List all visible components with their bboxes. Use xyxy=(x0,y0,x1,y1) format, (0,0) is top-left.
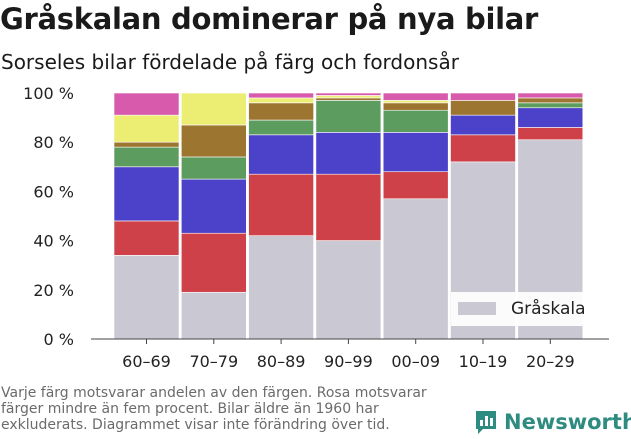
bar-segment xyxy=(315,92,382,96)
bar-segment xyxy=(382,102,449,111)
stacked-bar-chart: 0 % 20 % 40 % 60 % 80 % 100 % 60–69 70–79 80–89 9… xyxy=(23,84,609,371)
bar-segment xyxy=(382,171,449,200)
bar-segment xyxy=(315,97,382,101)
bar-segment xyxy=(450,134,516,163)
x-tick-label: 80–89 xyxy=(257,352,306,371)
legend-swatch xyxy=(458,302,496,315)
bar-segment xyxy=(517,102,584,109)
y-tick-label: 80 % xyxy=(33,133,74,152)
bar-segment xyxy=(382,92,449,101)
bar-segment xyxy=(113,166,180,222)
bar-segment xyxy=(517,107,584,128)
y-tick-label: 0 % xyxy=(44,330,74,349)
x-tick-label: 10–19 xyxy=(459,352,508,371)
bar-segment xyxy=(315,240,382,340)
x-tick-label: 60–69 xyxy=(122,352,171,371)
bar-segment xyxy=(517,92,584,99)
bar-segment xyxy=(382,109,449,133)
bar-segment xyxy=(181,124,247,158)
bar-segment xyxy=(315,95,382,99)
bar-segment xyxy=(248,102,314,121)
y-tick-label: 40 % xyxy=(33,232,74,251)
bar-segment xyxy=(248,97,314,104)
bar-segment xyxy=(181,178,247,234)
x-tick-label: 90–99 xyxy=(324,352,373,371)
chart-title: Gråskalan dominerar på nya bilar xyxy=(0,2,539,36)
bar-segment xyxy=(181,156,247,180)
footnote-line: exkluderats. Diagrammet visar inte förän… xyxy=(1,417,390,433)
bar-segment xyxy=(181,291,247,340)
bar-segment xyxy=(315,132,382,175)
bar-segment xyxy=(113,220,180,256)
x-tick-label: 70–79 xyxy=(189,352,238,371)
bar-segment xyxy=(113,255,180,340)
bar-segment xyxy=(315,173,382,241)
footnote: Varje färg motsvarar andelen av den färg… xyxy=(1,385,471,433)
bar-segment xyxy=(113,141,180,148)
bar-segment xyxy=(113,114,180,143)
y-tick-label: 20 % xyxy=(33,281,74,300)
bar-segment xyxy=(248,92,314,99)
bar-segment xyxy=(517,127,584,141)
bar-segment xyxy=(382,100,449,104)
bar-segment xyxy=(382,132,449,173)
bar-segment xyxy=(382,198,449,340)
bar-segment xyxy=(517,97,584,104)
bar-segment xyxy=(450,114,516,136)
y-tick-label: 60 % xyxy=(33,182,74,201)
x-tick-label: 00–09 xyxy=(391,352,440,371)
footnote-line: färger mindre än fem procent. Bilar äldr… xyxy=(1,401,379,417)
bar-segment xyxy=(248,119,314,136)
bar-segment xyxy=(248,173,314,236)
bar-segment xyxy=(315,100,382,133)
bar-chart-logo-icon xyxy=(476,411,496,434)
chart-subtitle: Sorseles bilar fördelade på färg och for… xyxy=(1,50,459,74)
bar-segment xyxy=(181,92,247,126)
y-tick-label: 100 % xyxy=(23,84,74,103)
bar-segment xyxy=(450,92,516,101)
bar-segment xyxy=(248,134,314,175)
legend-label: Gråskala xyxy=(511,298,586,319)
bar-segment xyxy=(450,100,516,116)
bar-segment xyxy=(113,92,180,116)
bar-segment xyxy=(248,235,314,340)
bar-segment xyxy=(181,232,247,293)
brand-name: Newsworthy xyxy=(504,410,631,434)
bar-segment xyxy=(113,146,180,168)
footnote-line: Varje färg motsvarar andelen av den färg… xyxy=(1,385,427,401)
x-tick-label: 20–29 xyxy=(526,352,575,371)
newsworthy-logo: Newsworthy xyxy=(474,406,631,438)
